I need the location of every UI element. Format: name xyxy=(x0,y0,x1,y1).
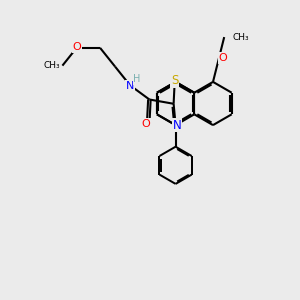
Text: N: N xyxy=(126,81,134,91)
Text: H: H xyxy=(133,74,140,84)
Text: N: N xyxy=(173,118,182,132)
Text: CH₃: CH₃ xyxy=(44,61,60,70)
Text: S: S xyxy=(171,74,178,87)
Text: O: O xyxy=(218,53,227,63)
Text: O: O xyxy=(72,42,81,52)
Text: CH₃: CH₃ xyxy=(232,33,249,42)
Text: O: O xyxy=(142,119,150,129)
